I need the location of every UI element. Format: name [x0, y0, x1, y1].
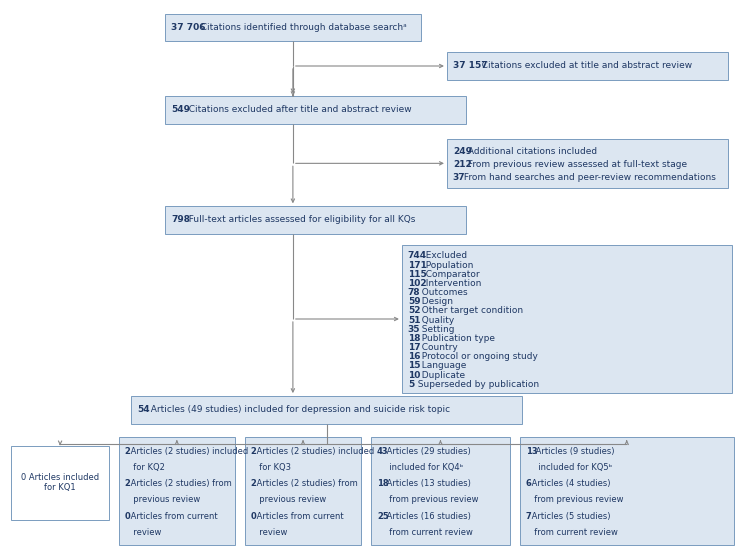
Text: review: review — [128, 527, 161, 537]
Text: previous review: previous review — [128, 496, 201, 504]
Text: 37 706: 37 706 — [171, 23, 206, 32]
Text: 6: 6 — [526, 480, 532, 488]
FancyBboxPatch shape — [520, 437, 734, 544]
Text: Superseded by publication: Superseded by publication — [412, 379, 538, 389]
Text: from current review: from current review — [385, 527, 473, 537]
Text: From previous review assessed at full-text stage: From previous review assessed at full-te… — [465, 160, 686, 169]
Text: 0: 0 — [251, 512, 257, 520]
Text: Comparator: Comparator — [420, 270, 479, 279]
Text: 52: 52 — [408, 306, 421, 316]
Text: for KQ2: for KQ2 — [128, 464, 165, 472]
Text: Publication type: Publication type — [415, 334, 495, 343]
Text: 43: 43 — [377, 447, 388, 456]
Text: Setting: Setting — [415, 324, 454, 334]
FancyBboxPatch shape — [165, 14, 421, 41]
FancyBboxPatch shape — [131, 396, 522, 424]
Text: Duplicate: Duplicate — [415, 371, 465, 380]
Text: 59: 59 — [408, 297, 421, 306]
Text: Language: Language — [415, 361, 466, 371]
FancyBboxPatch shape — [165, 206, 466, 234]
Text: Articles (4 studies): Articles (4 studies) — [529, 480, 611, 488]
Text: 2: 2 — [125, 447, 131, 456]
Text: 10: 10 — [408, 371, 420, 380]
Text: included for KQ5ᵇ: included for KQ5ᵇ — [533, 464, 612, 472]
Text: review: review — [255, 527, 288, 537]
FancyBboxPatch shape — [245, 437, 361, 544]
Text: Design: Design — [415, 297, 453, 306]
Text: Citations excluded at title and abstract review: Citations excluded at title and abstract… — [476, 62, 692, 70]
FancyBboxPatch shape — [447, 52, 728, 80]
Text: from current review: from current review — [529, 527, 618, 537]
Text: previous review: previous review — [255, 496, 327, 504]
Text: 249: 249 — [453, 147, 472, 156]
Text: Articles from current: Articles from current — [128, 512, 218, 520]
Text: 37: 37 — [453, 173, 466, 182]
Text: From hand searches and peer-review recommendations: From hand searches and peer-review recom… — [460, 173, 716, 182]
Text: 115: 115 — [408, 270, 427, 279]
Text: 0: 0 — [125, 512, 131, 520]
Text: Articles (29 studies): Articles (29 studies) — [385, 447, 471, 456]
Text: Articles (9 studies): Articles (9 studies) — [533, 447, 614, 456]
Text: 25: 25 — [377, 512, 389, 520]
Text: 37 157: 37 157 — [453, 62, 487, 70]
Text: 0 Articles included
for KQ1: 0 Articles included for KQ1 — [21, 473, 99, 492]
Text: Citations identified through database searchᵃ: Citations identified through database se… — [195, 23, 406, 32]
Text: Other target condition: Other target condition — [415, 306, 523, 316]
Text: Articles (2 studies) included: Articles (2 studies) included — [128, 447, 249, 456]
Text: Articles (16 studies): Articles (16 studies) — [385, 512, 471, 520]
Text: Quality: Quality — [415, 316, 454, 324]
Text: 18: 18 — [408, 334, 421, 343]
Text: 17: 17 — [408, 343, 421, 352]
Text: Full-text articles assessed for eligibility for all KQs: Full-text articles assessed for eligibil… — [183, 216, 415, 224]
Text: Articles (13 studies): Articles (13 studies) — [385, 480, 471, 488]
Text: 16: 16 — [408, 352, 421, 361]
Text: from previous review: from previous review — [529, 496, 624, 504]
Text: Excluded: Excluded — [420, 251, 466, 261]
Text: Articles (2 studies) included: Articles (2 studies) included — [255, 447, 375, 456]
Text: Outcomes: Outcomes — [415, 288, 467, 297]
Text: for KQ3: for KQ3 — [255, 464, 291, 472]
Text: 212: 212 — [453, 160, 472, 169]
Text: 171: 171 — [408, 261, 427, 270]
Text: 54: 54 — [137, 405, 150, 414]
Text: 13: 13 — [526, 447, 537, 456]
Text: 2: 2 — [125, 480, 131, 488]
Text: Articles from current: Articles from current — [255, 512, 344, 520]
FancyBboxPatch shape — [402, 245, 732, 393]
Text: from previous review: from previous review — [385, 496, 478, 504]
Text: Intervention: Intervention — [420, 279, 481, 288]
Text: Articles (2 studies) from: Articles (2 studies) from — [128, 480, 232, 488]
Text: 102: 102 — [408, 279, 427, 288]
Text: 2: 2 — [251, 480, 257, 488]
FancyBboxPatch shape — [119, 437, 235, 544]
Text: Protocol or ongoing study: Protocol or ongoing study — [415, 352, 538, 361]
Text: 798: 798 — [171, 216, 190, 224]
Text: Additional citations included: Additional citations included — [465, 147, 597, 156]
Text: Articles (49 studies) included for depression and suicide risk topic: Articles (49 studies) included for depre… — [145, 405, 451, 414]
FancyBboxPatch shape — [447, 139, 728, 188]
Text: 18: 18 — [377, 480, 388, 488]
Text: Articles (2 studies) from: Articles (2 studies) from — [255, 480, 358, 488]
Text: Articles (5 studies): Articles (5 studies) — [529, 512, 611, 520]
Text: 744: 744 — [408, 251, 427, 261]
Text: 7: 7 — [526, 512, 532, 520]
FancyBboxPatch shape — [371, 437, 510, 544]
Text: included for KQ4ᵇ: included for KQ4ᵇ — [385, 464, 463, 472]
Text: Citations excluded after title and abstract review: Citations excluded after title and abstr… — [183, 106, 412, 114]
Text: 2: 2 — [251, 447, 257, 456]
Text: 78: 78 — [408, 288, 421, 297]
FancyBboxPatch shape — [11, 446, 109, 520]
Text: 35: 35 — [408, 324, 421, 334]
FancyBboxPatch shape — [165, 96, 466, 124]
Text: Country: Country — [415, 343, 457, 352]
Text: 5: 5 — [408, 379, 414, 389]
Text: 51: 51 — [408, 316, 421, 324]
Text: 549: 549 — [171, 106, 190, 114]
Text: Population: Population — [420, 261, 473, 270]
Text: 15: 15 — [408, 361, 421, 371]
